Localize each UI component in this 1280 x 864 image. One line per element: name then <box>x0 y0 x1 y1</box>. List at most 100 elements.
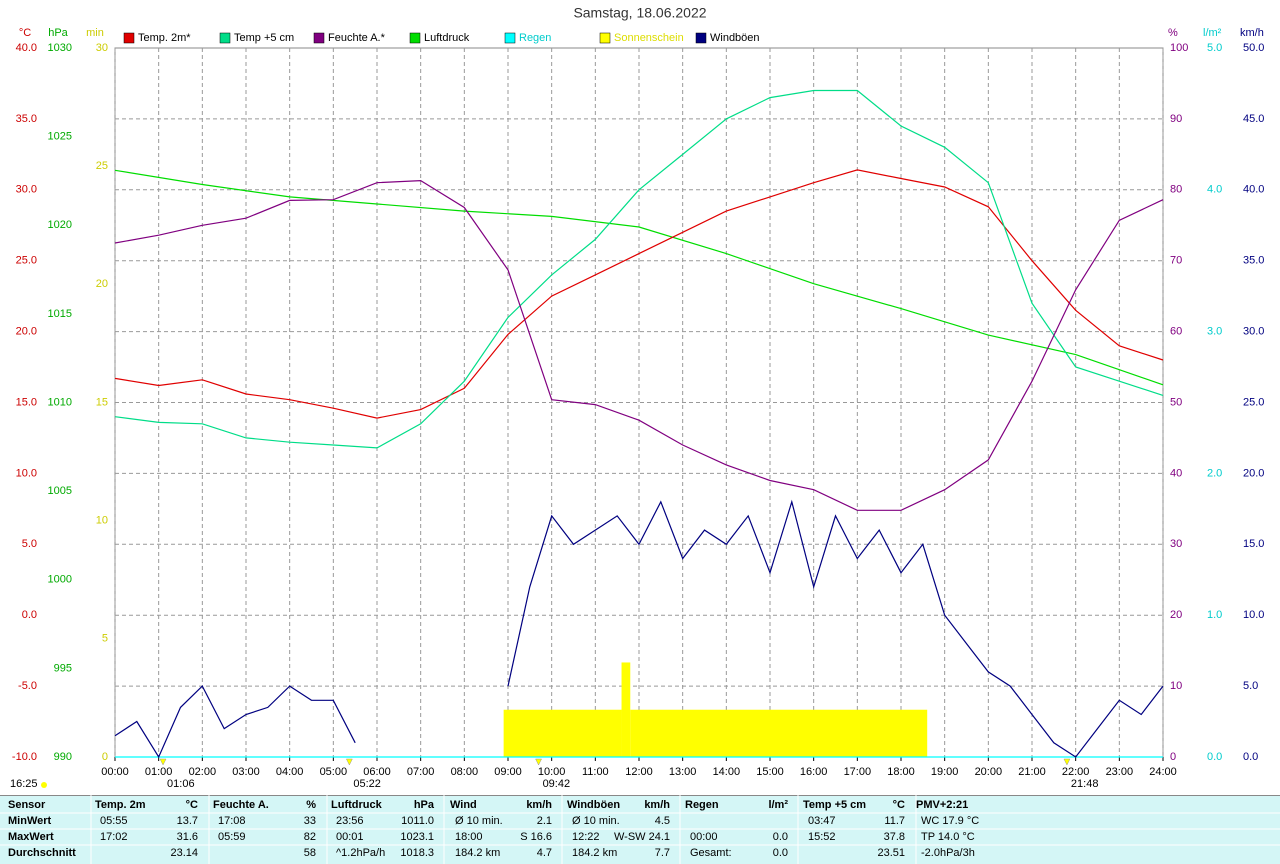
x-tick-label: 02:00 <box>189 766 217 778</box>
table-cell: 7.7 <box>655 847 670 859</box>
x-tick-label: 12:00 <box>625 766 653 778</box>
legend-swatch <box>409 32 421 44</box>
y-tick-label: 80 <box>1170 184 1182 196</box>
table-cell: Ø 10 min. <box>455 815 503 827</box>
table-cell: Gesamt: <box>690 847 732 859</box>
table-header: PMV+2:21 <box>916 799 968 811</box>
series-line <box>114 179 1164 511</box>
y-tick-label: 30 <box>1170 538 1182 550</box>
table-cell: 184.2 km <box>455 847 500 859</box>
y-tick-label: 90 <box>1170 113 1182 125</box>
y-tick-label: 0 <box>1170 751 1176 763</box>
axis-unit: km/h <box>1240 27 1264 39</box>
table-cell: 1011.0 <box>401 815 434 827</box>
legend-swatch <box>599 32 611 44</box>
table-header: km/h <box>644 799 670 811</box>
y-tick-label: 20 <box>96 278 108 290</box>
table-header: Temp. 2m <box>95 799 146 811</box>
table-cell: S 16.6 <box>520 831 552 843</box>
legend-swatch <box>313 32 325 44</box>
table-header: Windböen <box>567 799 620 811</box>
y-tick-label: 10.0 <box>16 467 37 479</box>
y-tick-label: 30.0 <box>16 184 37 196</box>
x-tick-label: 18:00 <box>887 766 915 778</box>
x-tick-label: 17:00 <box>844 766 872 778</box>
y-tick-label: 15.0 <box>16 396 37 408</box>
legend-swatch <box>219 32 231 44</box>
table-header: Wind <box>450 799 477 811</box>
table-cell: 11.7 <box>884 815 905 827</box>
y-tick-label: 25.0 <box>16 255 37 267</box>
x-tick-label: 16:00 <box>800 766 828 778</box>
y-tick-label: 10.0 <box>1243 609 1264 621</box>
x-tick-label: 21:00 <box>1018 766 1046 778</box>
table-cell: 17:02 <box>100 831 128 843</box>
y-tick-label: 1015 <box>48 308 72 320</box>
x-tick-label: 00:00 <box>101 766 129 778</box>
table-cell: TP 14.0 °C <box>921 831 975 843</box>
table-cell: ^1.2hPa/h <box>336 847 385 859</box>
legend-label: Temp. 2m* <box>138 32 191 44</box>
y-tick-label: 1025 <box>48 131 72 143</box>
table-cell: 03:47 <box>808 815 836 827</box>
table-cell: Durchschnitt <box>8 847 76 859</box>
y-tick-label: 1010 <box>48 396 72 408</box>
y-tick-label: 1.0 <box>1207 609 1222 621</box>
x-tick-label: 24:00 <box>1149 766 1177 778</box>
x-tick-label: 03:00 <box>232 766 260 778</box>
axis-unit: l/m² <box>1203 27 1222 39</box>
table-cell: 4.7 <box>537 847 552 859</box>
y-tick-label: 15 <box>96 396 108 408</box>
y-tick-label: 30.0 <box>1243 326 1264 338</box>
annotation-marker <box>535 758 542 766</box>
table-header: Sensor <box>8 799 46 811</box>
legend-swatch <box>504 32 516 44</box>
legend-label: Regen <box>519 32 551 44</box>
y-tick-label: 1020 <box>48 219 72 231</box>
series-line <box>114 169 1164 419</box>
x-tick-label: 15:00 <box>756 766 784 778</box>
axis-unit: hPa <box>48 27 68 39</box>
axis-unit: min <box>86 27 104 39</box>
x-tick-label: 22:00 <box>1062 766 1090 778</box>
table-cell: 0.0 <box>773 831 788 843</box>
legend-label: Sonnenschein <box>614 32 684 44</box>
table-cell: Ø 10 min. <box>572 815 620 827</box>
table-cell: 33 <box>304 815 316 827</box>
annotation-label: 21:48 <box>1071 778 1099 790</box>
table-header: hPa <box>414 799 435 811</box>
y-tick-label: 4.0 <box>1207 184 1222 196</box>
x-tick-label: 08:00 <box>451 766 479 778</box>
x-tick-label: 13:00 <box>669 766 697 778</box>
table-cell: -2.0hPa/3h <box>921 847 975 859</box>
legend-label: Windböen <box>710 32 760 44</box>
chart: Samstag, 18.06.2022 16:25 00:00 01:00 02:0… <box>10 5 1264 790</box>
y-tick-label: 10 <box>1170 680 1182 692</box>
y-tick-label: 40.0 <box>16 42 37 54</box>
y-tick-label: 35.0 <box>16 113 37 125</box>
series-line <box>114 169 1164 386</box>
table-cell: 18:00 <box>455 831 483 843</box>
table-header: Regen <box>685 799 719 811</box>
y-tick-label: 1000 <box>48 574 72 586</box>
y-tick-label: 990 <box>54 751 72 763</box>
table-header: km/h <box>526 799 552 811</box>
series-line <box>507 499 1164 758</box>
y-tick-label: 0.0 <box>22 609 37 621</box>
legend-swatch <box>695 32 707 44</box>
annotation-marker <box>1063 758 1071 766</box>
x-tick-label: 01:00 <box>145 766 173 778</box>
time-label: 16:25 <box>10 778 38 790</box>
annotation-label: 01:06 <box>167 778 195 790</box>
y-tick-label: 70 <box>1170 255 1182 267</box>
y-tick-label: 45.0 <box>1243 113 1264 125</box>
table-cell: MaxWert <box>8 831 54 843</box>
y-tick-label: 0.0 <box>1243 751 1258 763</box>
table-cell: 17:08 <box>218 815 246 827</box>
y-tick-label: 25 <box>96 160 108 172</box>
series-line <box>114 685 356 759</box>
table-cell: MinWert <box>8 815 52 827</box>
x-tick-label: 07:00 <box>407 766 435 778</box>
sun-bar <box>621 662 631 757</box>
table-header: Temp +5 cm <box>803 799 866 811</box>
